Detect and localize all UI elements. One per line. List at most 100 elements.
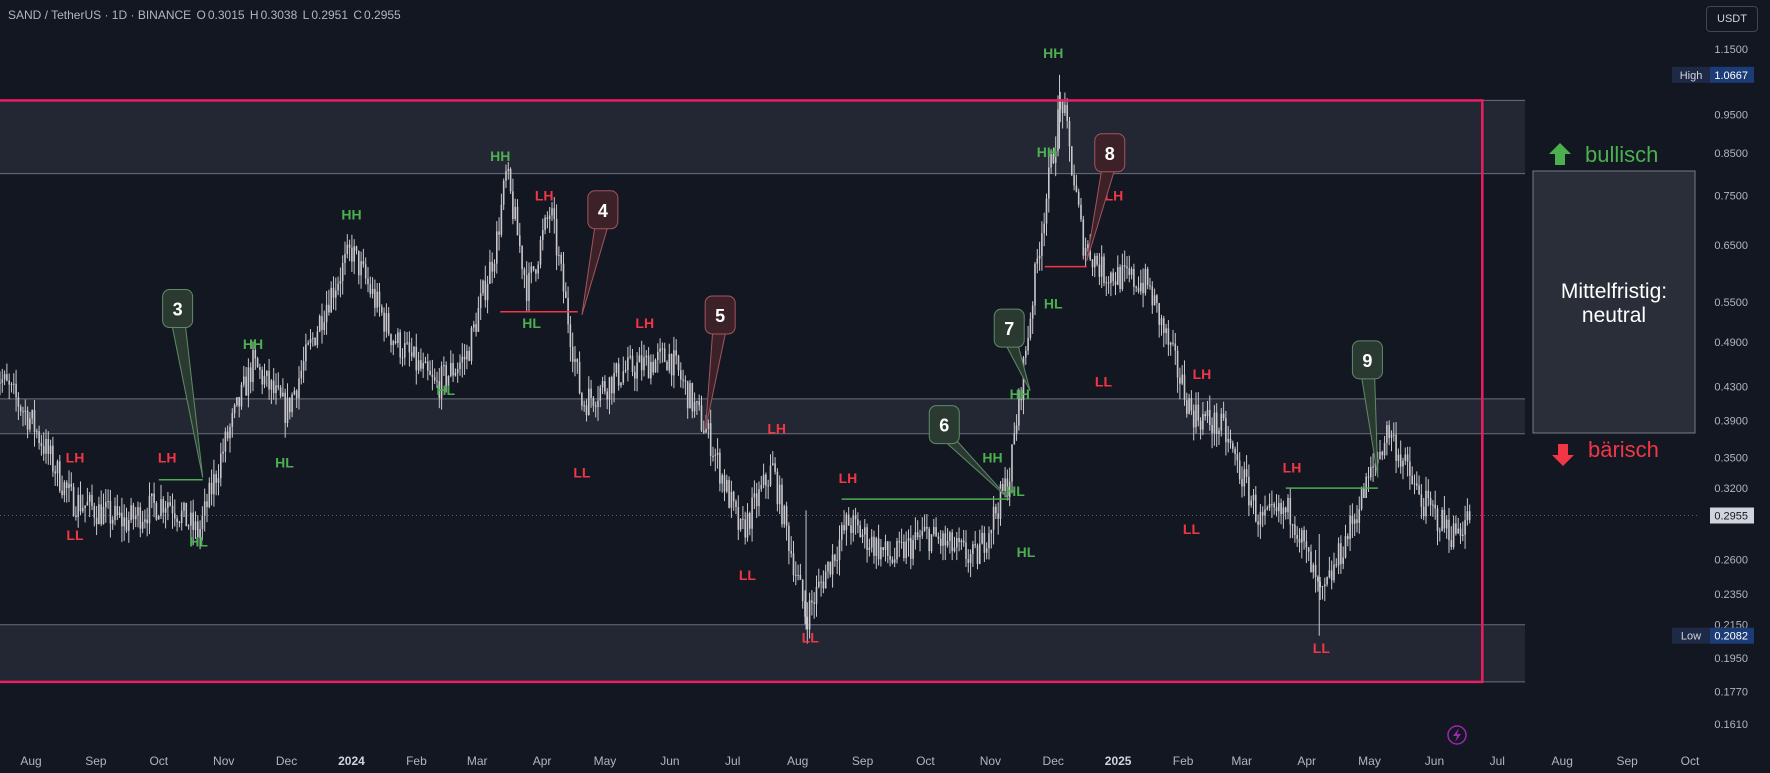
candle-body	[1340, 543, 1342, 564]
candle-body	[1383, 442, 1386, 456]
candle-body	[364, 264, 367, 279]
candle-body	[26, 410, 29, 430]
candle-body	[475, 324, 477, 332]
candle-body	[870, 536, 873, 548]
candle-body	[1059, 100, 1062, 110]
candle-body	[86, 501, 89, 506]
candle-body	[955, 537, 958, 548]
candle-body	[877, 538, 880, 560]
candle-body	[79, 494, 82, 512]
candle-body	[291, 394, 293, 413]
candle-body	[1402, 460, 1404, 467]
candle-body	[93, 505, 96, 518]
price-tick-label: 0.4900	[1714, 337, 1748, 349]
candle-body	[926, 526, 928, 529]
candle-body	[606, 391, 608, 400]
candle-body	[801, 579, 804, 602]
candle-body	[696, 401, 698, 403]
candle-body	[863, 527, 866, 535]
candle-body	[1119, 267, 1121, 290]
close-label: C	[353, 8, 363, 22]
candle-body	[854, 515, 857, 520]
candle-body	[760, 484, 763, 490]
time-tick-label: Aug	[1552, 754, 1573, 768]
candle-body	[592, 397, 595, 406]
candle-body	[277, 385, 280, 388]
candle-body	[259, 367, 261, 370]
candle-body	[974, 544, 976, 546]
candle-body	[157, 516, 160, 520]
candle-body	[707, 423, 710, 429]
swing-label-hl: HL	[189, 533, 208, 549]
candle-body	[817, 581, 820, 587]
candle-body	[951, 532, 953, 552]
candle-body	[1006, 478, 1009, 497]
candle-body	[1317, 577, 1319, 582]
candle-body	[1369, 466, 1372, 478]
candle-body	[1103, 256, 1105, 283]
candle-body	[928, 528, 930, 552]
lightning-icon[interactable]	[1447, 725, 1467, 745]
candle-body	[1114, 281, 1117, 285]
time-tick-label: 2024	[338, 754, 365, 768]
candle-body	[1305, 541, 1308, 548]
candle-body	[371, 288, 374, 294]
currency-button[interactable]: USDT	[1706, 6, 1758, 32]
candle-body	[1399, 454, 1402, 467]
candle-body	[24, 410, 27, 412]
candle-body	[1038, 255, 1041, 259]
candle-body	[652, 361, 654, 373]
symbol-label[interactable]: SAND / TetherUS · 1D · BINANCE	[8, 8, 192, 22]
candle-body	[408, 342, 411, 353]
swing-label-ll: LL	[1313, 640, 1331, 656]
candle-body	[217, 478, 220, 483]
candle-body	[1176, 350, 1179, 378]
candle-body	[84, 505, 86, 509]
candle-body	[284, 392, 286, 423]
candle-body	[1268, 504, 1271, 508]
candle-body	[601, 381, 604, 388]
candle-body	[937, 536, 940, 539]
candle-body	[1167, 328, 1170, 345]
candle-body	[1310, 551, 1312, 573]
candle-body	[744, 519, 746, 538]
candle-body	[781, 484, 783, 525]
candle-body	[466, 350, 468, 360]
candle-body	[1358, 509, 1361, 523]
candle-body	[797, 574, 799, 576]
candle-body	[12, 383, 15, 385]
candle-body	[762, 474, 765, 485]
candle-body	[978, 543, 981, 564]
candle-body	[995, 506, 997, 514]
candle-body	[824, 571, 827, 589]
candle-body	[1409, 461, 1411, 476]
candle-body	[1137, 287, 1140, 292]
candle-body	[953, 547, 956, 552]
high-value: 0.3038	[260, 8, 298, 22]
candle-body	[252, 349, 254, 383]
candle-body	[367, 278, 369, 285]
candle-body	[1234, 448, 1236, 455]
candle-body	[1050, 154, 1052, 168]
candle-body	[270, 380, 273, 390]
callout-box	[993, 308, 1025, 348]
candle-body	[52, 445, 54, 472]
candle-body	[1326, 577, 1328, 585]
candle-body	[730, 491, 733, 508]
candle-body	[180, 510, 183, 524]
candle-body	[804, 601, 806, 617]
candle-body	[102, 507, 105, 525]
low-tag-label: Low	[1681, 631, 1701, 643]
candle-body	[495, 231, 498, 264]
candle-body	[1388, 425, 1390, 438]
candle-body	[1112, 272, 1114, 282]
candle-body	[247, 367, 250, 396]
candle-body	[702, 430, 705, 433]
candle-body	[1248, 476, 1250, 506]
candle-body	[1365, 476, 1367, 498]
candle-body	[1335, 564, 1338, 566]
candle-body	[1241, 479, 1243, 487]
candle-body	[328, 304, 330, 313]
candle-body	[790, 551, 792, 554]
